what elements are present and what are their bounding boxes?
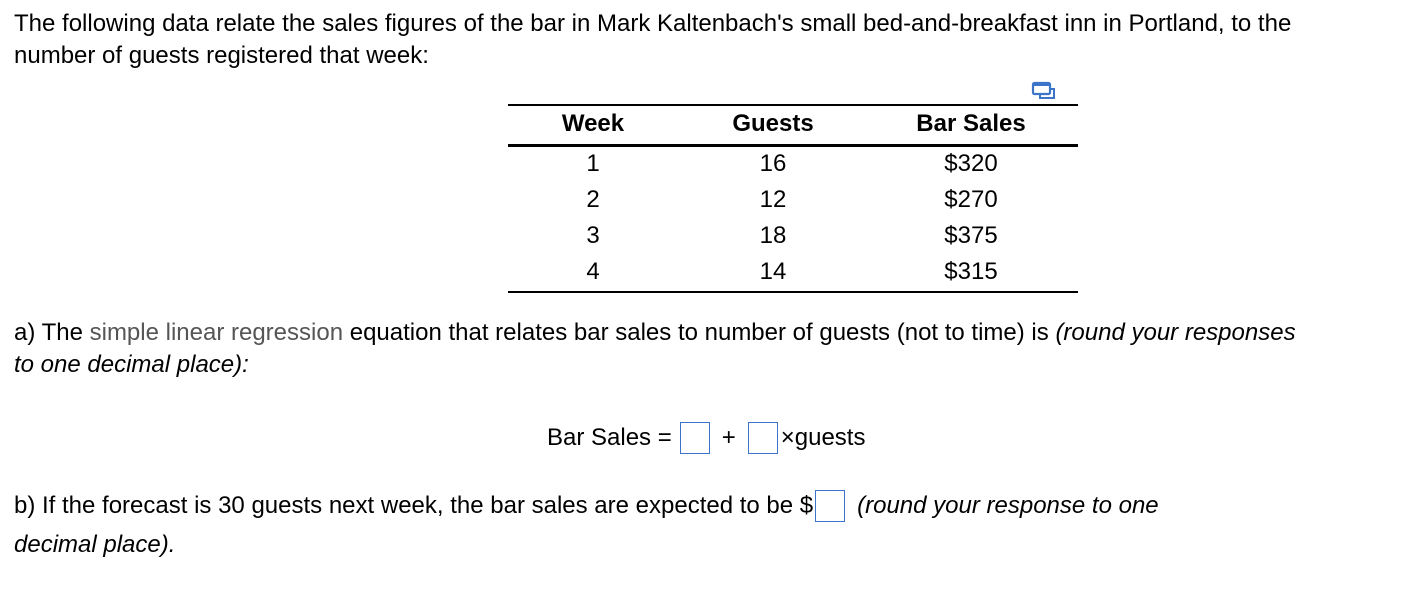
cell-bar-sales: $315 [944,258,998,285]
question-b-line-2: decimal place). [14,531,176,558]
cell-bar-sales: $270 [944,186,998,213]
question-a-line-1: a) The simple linear regression equation… [14,317,1296,349]
cell-guests: 16 [759,150,787,177]
question-b-rounding-note: (round your response to one [857,492,1159,519]
cell-guests: 18 [759,222,787,249]
cell-week: 3 [586,222,600,249]
question-a-prefix: a) The [14,319,90,346]
cell-guests: 14 [759,258,787,285]
column-header-bar-sales: Bar Sales [916,110,1026,137]
equation-label: Bar Sales = [547,424,672,451]
table-bottom-rule [508,291,1078,293]
intercept-input[interactable] [679,422,710,454]
question-a-line-2: to one decimal place): [14,351,249,378]
question-b-prefix: b) If the forecast is 30 guests next wee… [14,492,814,519]
cell-week: 1 [586,150,600,177]
plus-sign: + [721,424,736,451]
term-simple-linear-regression[interactable]: simple linear regression [89,319,344,346]
question-a-rounding-note: (round your responses [1055,319,1296,346]
times-guests-label: ×guests [780,424,866,451]
cell-bar-sales: $375 [944,222,998,249]
table-header-rule [508,144,1078,147]
intro-text-line-1: The following data relate the sales figu… [14,10,1292,37]
table-top-rule [508,104,1078,106]
cell-bar-sales: $320 [944,150,998,177]
question-b-line-1: b) If the forecast is 30 guests next wee… [14,490,1159,522]
column-header-week: Week [561,110,625,137]
question-a-middle: equation that relates bar sales to numbe… [343,319,1056,346]
copy-table-icon[interactable] [1031,80,1057,102]
cell-week: 4 [586,258,600,285]
column-header-guests: Guests [732,110,814,137]
cell-guests: 12 [759,186,787,213]
cell-week: 2 [586,186,600,213]
slope-input[interactable] [747,422,778,454]
intro-text-line-2: number of guests registered that week: [14,42,429,69]
forecast-sales-input[interactable] [815,490,846,522]
regression-equation: Bar Sales = + ×guests [547,420,865,456]
